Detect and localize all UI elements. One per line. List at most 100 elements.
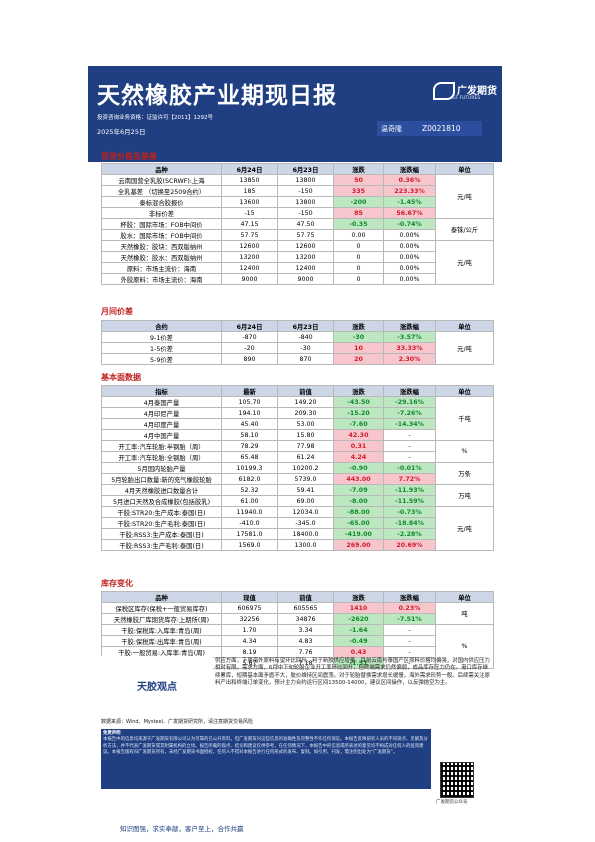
change-pct: 2.30% <box>383 353 436 365</box>
change-value: -7.09 <box>333 484 384 496</box>
registration-number: Z0021810 <box>422 124 461 133</box>
change-pct: 20.69% <box>383 539 436 551</box>
table-row: 9-1价差 -870 -840 -30 -3.57% 元/吨 <box>101 331 494 365</box>
column-header: 现值 <box>221 591 278 603</box>
change-value: 0.43 <box>333 646 384 658</box>
unit-cell: 元/吨 <box>435 240 494 285</box>
publisher-license: 投资咨询业务资格：证监许可【2011】1292号 <box>97 115 213 121</box>
table-row: 1-5价差 -20 -30 10 33.33% <box>101 342 494 354</box>
section-monthly: 月间价差 <box>101 307 133 316</box>
change-value: 0.00 <box>333 229 384 241</box>
table-row: 5月进口天然及合成橡胶(包括胶乳) 61.00 69.00 -8.00 -11.59% <box>101 495 494 507</box>
current-value: 6182.0 <box>221 473 278 485</box>
change-pct: 0.00% <box>383 262 436 274</box>
current-value: 13850 <box>221 174 278 186</box>
previous-value: 12600 <box>277 240 334 252</box>
view-label: 天胶观点 <box>101 656 213 714</box>
current-value: 13600 <box>221 196 278 208</box>
change-value: -1.64 <box>333 624 384 636</box>
current-value: 32256 <box>221 613 278 625</box>
column-header: 涨跌 <box>333 163 384 175</box>
gf-logo-icon <box>433 82 455 100</box>
row-label: 干胶:STR20:生产成本:泰国(日) <box>101 506 222 518</box>
row-label: 非标价差 <box>101 207 222 219</box>
change-value: -2620 <box>333 613 384 625</box>
row-label: 5-9价差 <box>101 353 222 365</box>
current-value: 1.70 <box>221 624 278 636</box>
change-pct: - <box>383 657 436 669</box>
current-value: 4.34 <box>221 635 278 647</box>
change-value: -88.00 <box>333 506 384 518</box>
column-header: 单位 <box>435 385 494 397</box>
row-label: 干胶:RSS3:生产毛利:泰国(日) <box>101 539 222 551</box>
table-row: 5月国内轮胎产量 10199.3 10200.2 -0.90 -0.01% 万条 <box>101 462 494 485</box>
previous-value: 13200 <box>277 251 334 263</box>
previous-value: 10200.2 <box>277 462 334 474</box>
unit-cell: 吨 <box>435 602 494 625</box>
column-header: 最新 <box>221 385 278 397</box>
previous-value: 870 <box>277 353 334 365</box>
change-value: 0 <box>333 262 384 274</box>
column-header: 前值 <box>277 385 334 397</box>
table-row: 天然橡胶厂库期货库存:上期所(周) 32256 34876 -2620 -7.51% <box>101 613 494 625</box>
column-header: 涨跌 <box>333 320 384 332</box>
column-header: 单位 <box>435 320 494 332</box>
row-label: 原料：市场主流价：海南 <box>101 262 222 274</box>
table-row: 干胶:保税库:入库率:青岛(周) 1.70 3.34 -1.64-% <box>101 624 494 669</box>
current-value: 9000 <box>221 273 278 285</box>
previous-value: 47.50 <box>277 218 334 230</box>
table-row: 云南国营全乳胶(SCRWF):上海 13850 13800 50 0.36% 元/吨 <box>101 174 494 219</box>
change-value: -43.50 <box>333 396 384 408</box>
current-value: 12600 <box>221 240 278 252</box>
current-value: 52.32 <box>221 484 278 496</box>
table-row: 外胶原料：市场主流价：海南 9000 9000 0 0.00% <box>101 273 494 285</box>
report-header: 天然橡胶产业期现日报 投资咨询业务资格：证监许可【2011】1292号 2025… <box>88 66 502 162</box>
qr-label: 广发期货公众号 <box>436 800 468 805</box>
change-value: 4.24 <box>333 451 384 463</box>
previous-value: 12034.0 <box>277 506 334 518</box>
change-value: 0 <box>333 240 384 252</box>
change-value: -200 <box>333 196 384 208</box>
table-header-row: 合约 6月24日 6月23日 涨跌 涨跌幅 单位 <box>101 320 494 332</box>
change-value: -0.90 <box>333 462 384 474</box>
change-pct: 0.00% <box>383 240 436 252</box>
section-spot: 现货价格及基差 <box>101 152 157 161</box>
previous-value: -345.0 <box>277 517 334 529</box>
table-row: 干胶:STR20:生产毛利:泰国(日) -410.0 -345.0 -65.00 -18… <box>101 517 494 529</box>
change-pct: 56.67% <box>383 207 436 219</box>
company-logo-en: GF FUTURES <box>452 96 481 101</box>
previous-value: -840 <box>277 331 334 343</box>
row-label: 4月泰国产量 <box>101 396 222 408</box>
column-header: 品种 <box>101 591 222 603</box>
current-value: 12400 <box>221 262 278 274</box>
change-pct: -0.01% <box>383 462 436 474</box>
current-value: 13200 <box>221 251 278 263</box>
disclaimer: 免责声明 本报告中的信息均来源于广发期货有限公司认为可靠的已公开资料，但广发期货… <box>101 729 431 789</box>
current-value: 10199.3 <box>221 462 278 474</box>
row-label: 5月轮胎出口数量:新的充气橡胶轮胎 <box>101 473 222 485</box>
change-pct: 7.72% <box>383 473 436 485</box>
change-value: -65.00 <box>333 517 384 529</box>
fundamental-table: 指标 最新 前值 涨跌 涨跌幅 单位 4月泰国产量 105.70 149.20 -43.50 -29… <box>101 385 494 551</box>
current-value: 65.48 <box>221 451 278 463</box>
row-label: 胶水：国际市场：FOB中间价 <box>101 229 222 241</box>
column-header: 6月24日 <box>221 320 278 332</box>
current-value: 58.10 <box>221 429 278 441</box>
row-label: 云南国营全乳胶(SCRWF):上海 <box>101 174 222 186</box>
report-page: 天然橡胶产业期现日报 投资咨询业务资格：证监许可【2011】1292号 2025… <box>88 66 502 842</box>
column-header: 涨跌幅 <box>383 591 436 603</box>
current-value: 105.70 <box>221 396 278 408</box>
previous-value: -150 <box>277 185 334 197</box>
unit-cell: 元/吨 <box>435 174 494 219</box>
table-row: 4月中国产量 58.10 15.80 42.30- <box>101 429 494 441</box>
previous-value: 61.24 <box>277 451 334 463</box>
monthly-spread-table: 合约 6月24日 6月23日 涨跌 涨跌幅 单位 9-1价差 -870 -840 -30 -3.57… <box>101 320 494 365</box>
previous-value: 18400.0 <box>277 528 334 540</box>
previous-value: 53.00 <box>277 418 334 430</box>
row-label: 开工率:汽车轮胎:半钢胎（周） <box>101 440 222 452</box>
current-value: 61.00 <box>221 495 278 507</box>
row-label: 4月天然橡胶进口数量合计 <box>101 484 222 496</box>
column-header: 涨跌幅 <box>383 385 436 397</box>
unit-cell: % <box>435 440 494 463</box>
table-row: 干胶:一般贸易:入库率:青岛(周) 8.19 7.76 0.43- <box>101 646 494 658</box>
